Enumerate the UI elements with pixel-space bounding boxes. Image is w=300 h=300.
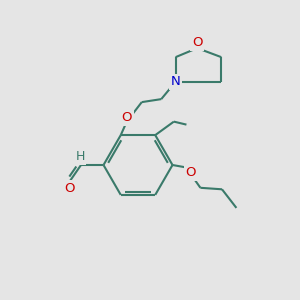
Text: N: N	[171, 75, 181, 88]
Text: O: O	[64, 182, 75, 195]
Text: H: H	[75, 150, 85, 163]
Text: O: O	[192, 36, 202, 49]
Text: O: O	[122, 111, 132, 124]
Text: O: O	[185, 166, 196, 179]
